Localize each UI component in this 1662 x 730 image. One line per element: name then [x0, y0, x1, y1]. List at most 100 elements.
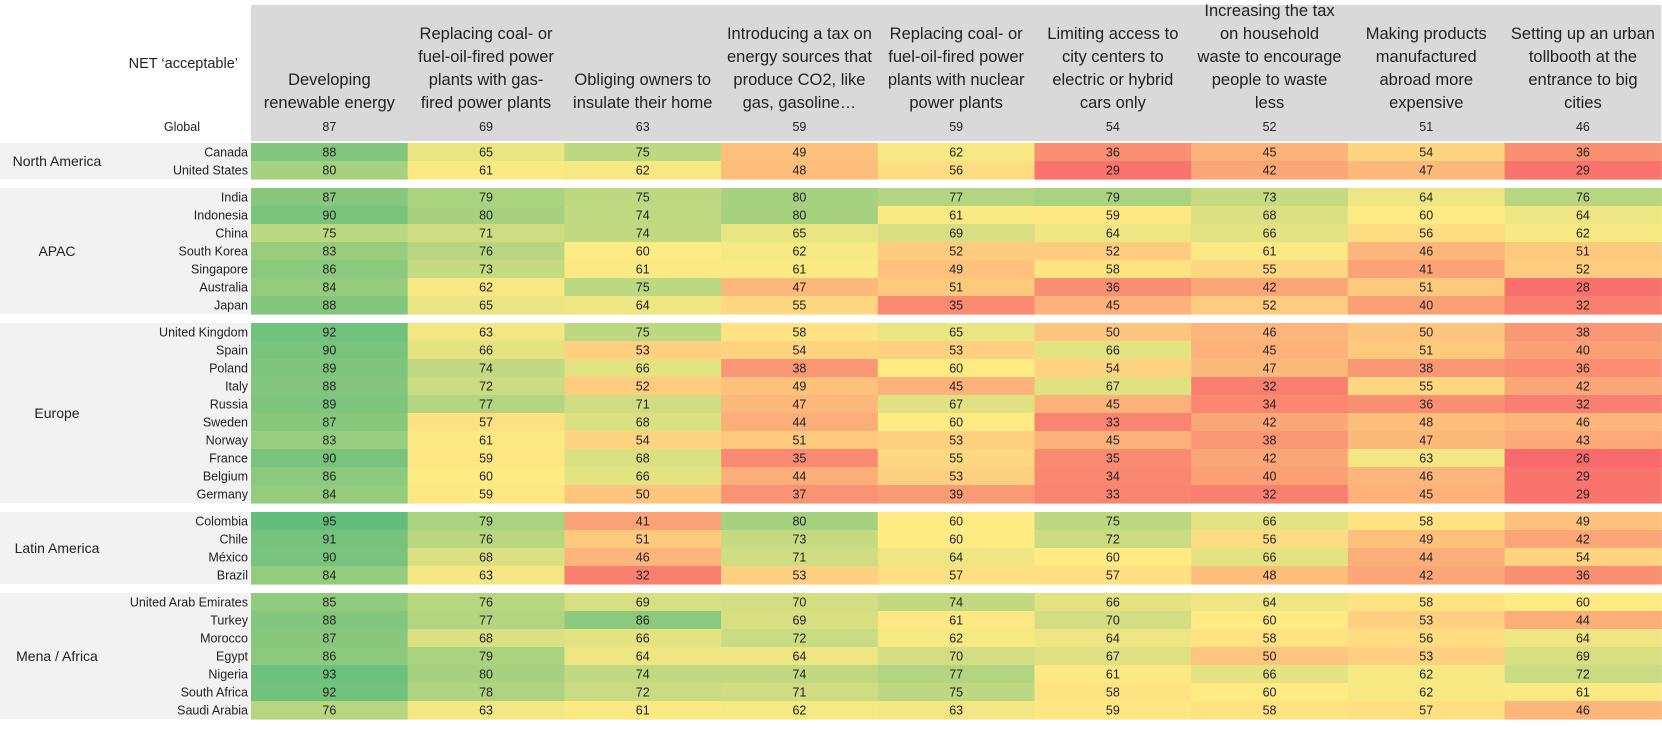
cell-value: 76: [1576, 191, 1590, 205]
cell-value: 64: [1263, 596, 1277, 610]
heatmap-cell: [564, 647, 722, 666]
global-value-9: 46: [1576, 120, 1590, 134]
column-header-2: Replacing coal- or fuel-oil-fired power pl…: [418, 25, 554, 112]
cell-value: 45: [1106, 398, 1120, 412]
cell-value: 75: [322, 227, 336, 241]
heatmap-cell: [1191, 548, 1349, 567]
cell-value: 36: [1576, 569, 1590, 583]
cell-value: 61: [1576, 686, 1590, 700]
heatmap-cell: [1034, 341, 1192, 360]
heatmap-cell: [721, 359, 879, 378]
global-value-5: 59: [949, 120, 963, 134]
cell-value: 29: [1576, 164, 1590, 178]
cell-value: 52: [636, 380, 650, 394]
heatmap-cell: [721, 188, 879, 207]
heatmap-cell: [1347, 566, 1506, 585]
cell-value: 66: [479, 344, 493, 358]
country-label: Nigeria: [208, 668, 248, 682]
cell-value: 84: [322, 488, 336, 502]
cell-value: 79: [1106, 191, 1120, 205]
global-value-3: 63: [636, 120, 650, 134]
heatmap-cell: [564, 377, 722, 396]
country-label: United Kingdom: [159, 326, 248, 340]
cell-value: 42: [1419, 569, 1433, 583]
region-band: [0, 323, 251, 503]
cell-value: 45: [1263, 146, 1277, 160]
cell-value: 92: [322, 326, 336, 340]
heatmap-cell: [1191, 566, 1349, 585]
cell-value: 54: [1106, 362, 1120, 376]
cell-value: 53: [636, 344, 650, 358]
heatmap-cell: [1347, 341, 1506, 360]
cell-value: 50: [1263, 650, 1277, 664]
heatmap-cell: [407, 449, 565, 468]
cell-value: 61: [949, 614, 963, 628]
heatmap-cell: [1034, 629, 1192, 648]
cell-value: 80: [322, 164, 336, 178]
cell-value: 46: [1419, 245, 1433, 259]
cell-value: 51: [636, 533, 650, 547]
cell-value: 46: [1576, 704, 1590, 718]
heatmap-cell: [251, 278, 409, 297]
cell-value: 36: [1106, 146, 1120, 160]
cell-value: 69: [636, 596, 650, 610]
cell-value: 75: [636, 146, 650, 160]
cell-value: 64: [1106, 632, 1120, 646]
cell-value: 74: [636, 227, 650, 241]
heatmap-cell: [1191, 611, 1349, 630]
heatmap-cell: [407, 161, 565, 180]
cell-value: 28: [1576, 281, 1590, 295]
heatmap-cell: [1034, 485, 1192, 504]
heatmap-cell: [721, 296, 879, 315]
cell-value: 58: [1263, 704, 1277, 718]
cell-value: 53: [949, 344, 963, 358]
cell-value: 64: [1576, 632, 1590, 646]
cell-value: 41: [636, 515, 650, 529]
heatmap-cell: [1504, 593, 1662, 612]
heatmap-cell: [564, 485, 722, 504]
cell-value: 85: [322, 596, 336, 610]
heatmap-cell: [721, 683, 879, 702]
heatmap-cell: [564, 683, 722, 702]
cell-value: 58: [1419, 596, 1433, 610]
heatmap-cell: [1191, 296, 1349, 315]
cell-value: 95: [322, 515, 336, 529]
region-band: [0, 512, 251, 584]
cell-value: 53: [1419, 614, 1433, 628]
cell-value: 89: [322, 398, 336, 412]
heatmap-cell: [877, 485, 1036, 504]
heatmap-cell: [564, 341, 722, 360]
cell-value: 45: [1419, 488, 1433, 502]
cell-value: 29: [1576, 488, 1590, 502]
heatmap-cell: [564, 296, 722, 315]
cell-value: 32: [1576, 299, 1590, 313]
cell-value: 64: [636, 650, 650, 664]
heatmap-cell: [1034, 413, 1192, 432]
heatmap-cell: [1347, 548, 1506, 567]
cell-value: 67: [1106, 380, 1120, 394]
column-header-5: Replacing coal- or fuel-oil-fired power pl…: [888, 25, 1025, 112]
heatmap-cell: [1504, 701, 1662, 720]
heatmap-cell: [1191, 341, 1349, 360]
heatmap-cell: [1504, 665, 1662, 684]
cell-value: 61: [949, 209, 963, 223]
country-label: United Arab Emirates: [130, 596, 248, 610]
cell-value: 36: [1576, 362, 1590, 376]
heatmap-cell: [1347, 395, 1506, 414]
heatmap-cell: [407, 701, 565, 720]
heatmap-cell: [407, 647, 565, 666]
heatmap-cell: [721, 512, 879, 531]
heatmap-cell: [877, 260, 1036, 279]
heatmap-cell: [564, 566, 722, 585]
cell-value: 89: [322, 362, 336, 376]
cell-value: 54: [1576, 551, 1590, 565]
heatmap-cell: [407, 143, 565, 162]
cell-value: 48: [792, 164, 806, 178]
cell-value: 57: [1419, 704, 1433, 718]
cell-value: 88: [322, 380, 336, 394]
region-band: [0, 188, 251, 314]
cell-value: 75: [636, 326, 650, 340]
global-label: Global: [164, 120, 200, 134]
heatmap-cell: [1504, 260, 1662, 279]
heatmap-cell: [251, 665, 409, 684]
